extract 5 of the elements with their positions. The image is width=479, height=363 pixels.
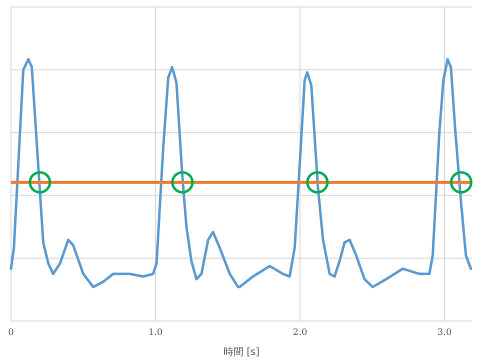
x-axis-title: 時間 [s] [223, 346, 260, 358]
x-tick-label: 3.0 [437, 328, 452, 338]
x-tick-label: 1.0 [148, 328, 163, 338]
x-tick-label: 0 [8, 328, 14, 338]
x-tick-label: 2.0 [292, 328, 308, 338]
